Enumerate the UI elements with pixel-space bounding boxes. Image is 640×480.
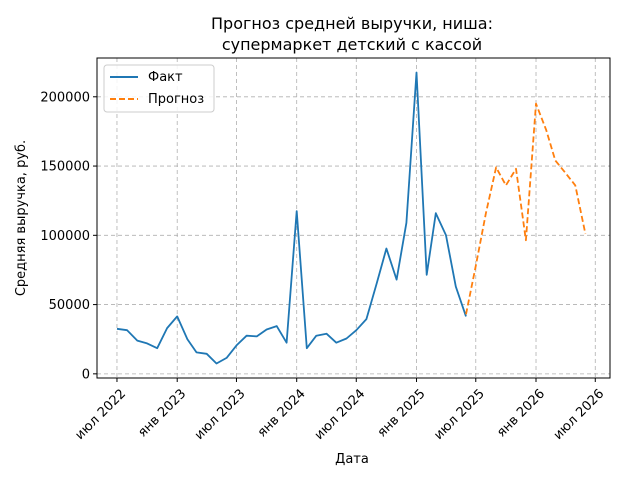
x-tick-label: июл 2025	[431, 386, 488, 443]
legend: Факт Прогноз	[103, 64, 215, 113]
x-tick-label: июл 2022	[73, 386, 130, 443]
x-tick-label: июл 2023	[192, 386, 249, 443]
x-axis-ticks: июл 2022 янв 2023 июл 2023 янв 2024 июл 2024…	[73, 378, 608, 443]
plot-area-frame	[96, 57, 611, 379]
y-tick-label: 0	[82, 367, 90, 382]
series-line-fact	[116, 71, 467, 365]
series-line-forecast	[465, 102, 587, 315]
x-tick-label: янв 2025	[375, 386, 429, 440]
x-tick-label: янв 2024	[255, 386, 309, 440]
series-layer	[116, 71, 587, 365]
x-axis-label: Дата	[335, 452, 369, 467]
x-tick-label: янв 2026	[494, 386, 548, 440]
y-tick-label: 50000	[49, 298, 90, 313]
chart-title-line1: Прогноз средней выручки, ниша:	[211, 14, 493, 33]
x-tick-label: янв 2023	[135, 386, 189, 440]
grid	[97, 58, 610, 378]
y-tick-label: 150000	[40, 160, 90, 175]
y-tick-label: 200000	[40, 90, 90, 105]
chart-title-line2: супермаркет детский с кассой	[222, 35, 482, 54]
x-tick-label: июл 2026	[551, 386, 608, 443]
legend-label-forecast: Прогноз	[148, 92, 204, 107]
y-axis-ticks: 0 50000 100000 150000 200000	[40, 90, 97, 382]
y-tick-label: 100000	[40, 229, 90, 244]
x-tick-label: июл 2024	[312, 386, 369, 443]
legend-label-fact: Факт	[148, 70, 183, 85]
y-axis-label: Средняя выручка, руб.	[14, 140, 29, 296]
